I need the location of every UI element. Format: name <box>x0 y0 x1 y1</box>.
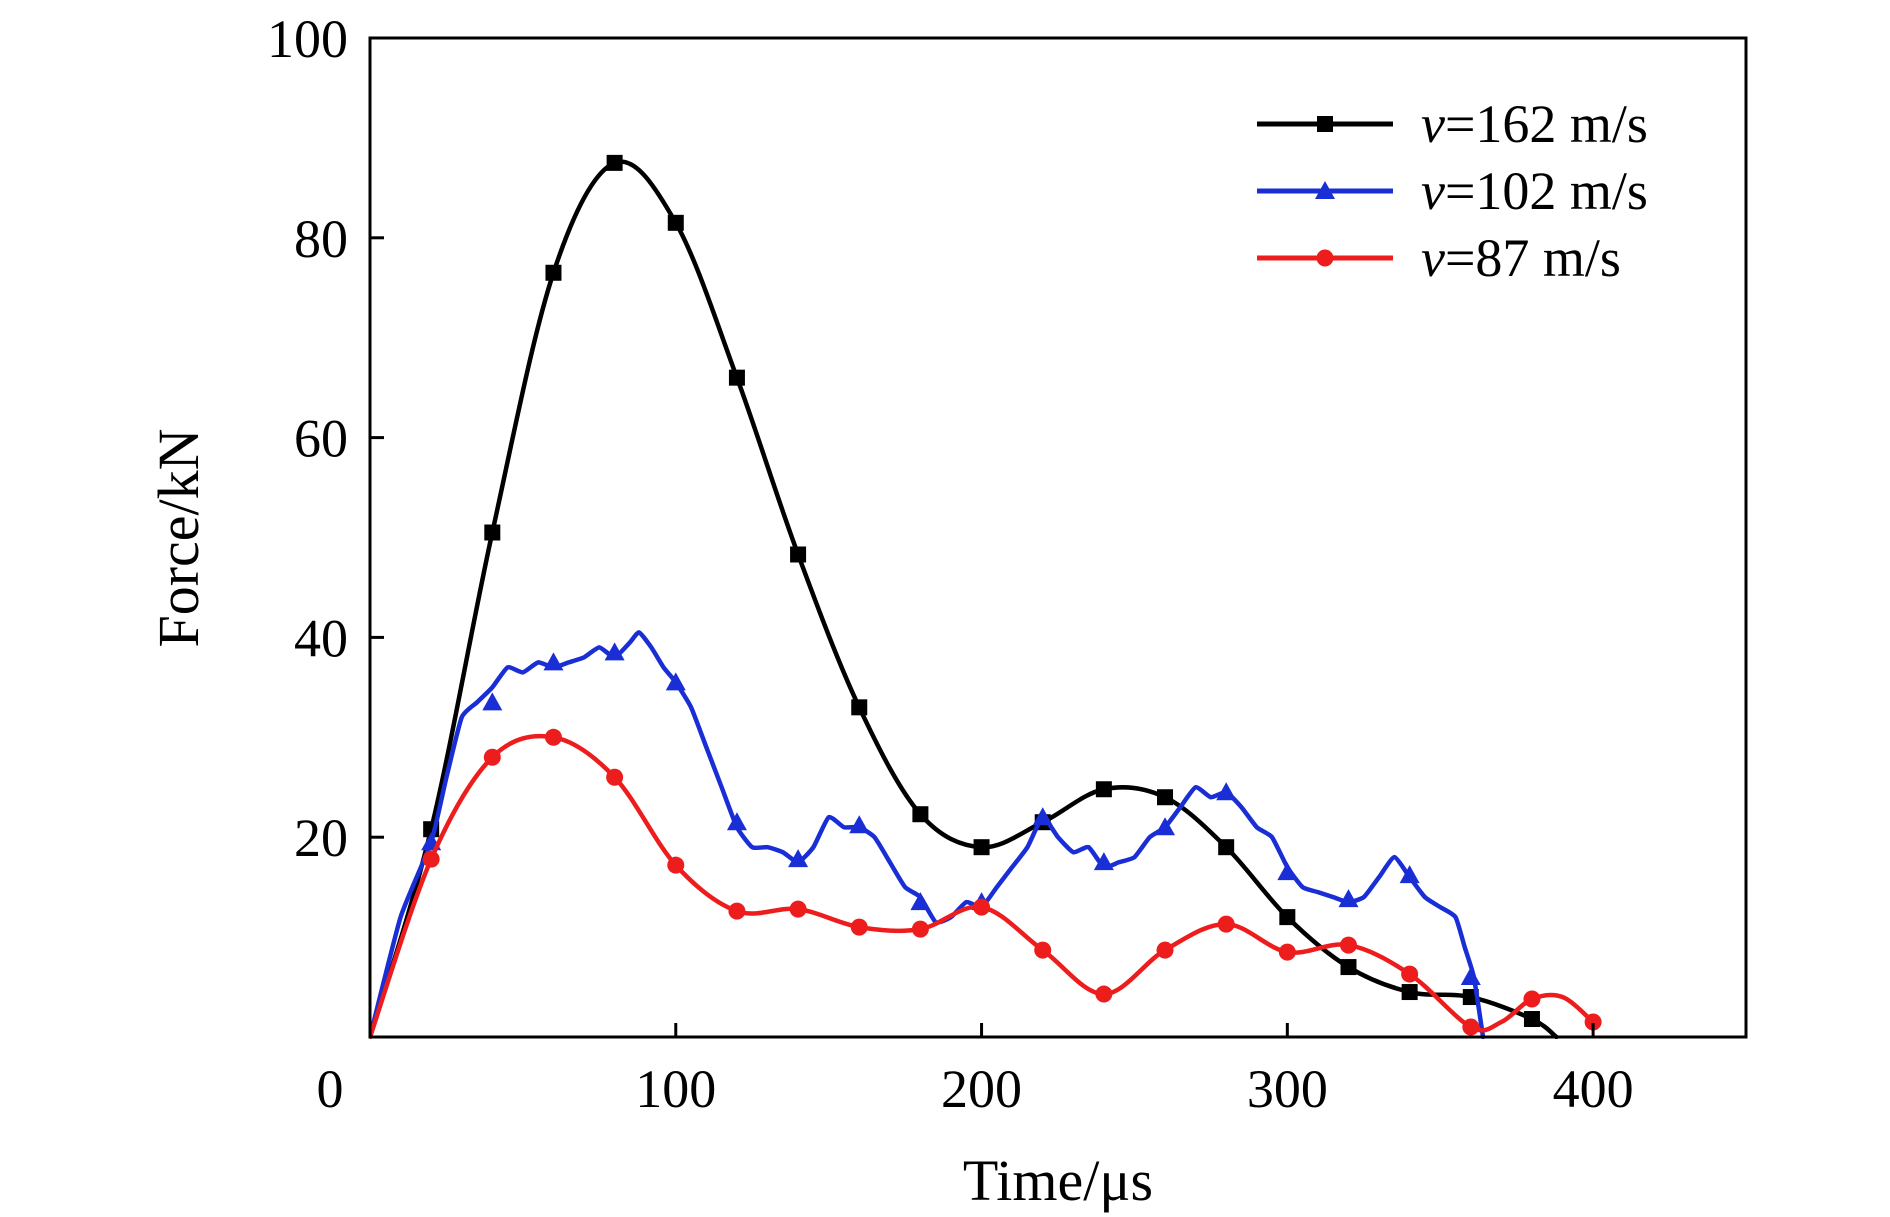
data-point <box>1460 967 1481 986</box>
data-point <box>1217 915 1235 933</box>
data-point <box>667 856 685 874</box>
legend-label-rest: =102 m/s <box>1445 161 1648 221</box>
y-tick-label: 40 <box>294 608 348 668</box>
x-tick-label: 100 <box>635 1059 716 1119</box>
data-point <box>665 672 686 691</box>
x-axis-label: Time/μs <box>963 1148 1153 1213</box>
series-2 <box>370 630 1486 1039</box>
y-axis-label: Force/kN <box>146 428 211 647</box>
legend-label: v=162 m/s <box>1421 94 1648 154</box>
legend-swatch-marker <box>1316 249 1334 267</box>
data-point <box>849 815 870 834</box>
legend-swatch-marker <box>1317 116 1333 132</box>
legend-item: v=162 m/s <box>1257 94 1648 154</box>
data-point <box>483 748 501 766</box>
data-point <box>1401 965 1419 983</box>
legend-label-italic: v <box>1421 161 1445 221</box>
legend-label-rest: =87 m/s <box>1445 228 1621 288</box>
data-point <box>543 652 564 671</box>
data-point <box>1093 852 1114 871</box>
y-tick-label: 20 <box>294 808 348 868</box>
data-point <box>1216 782 1237 801</box>
data-point <box>1095 781 1112 798</box>
data-point <box>606 768 624 786</box>
legend-swatch-marker <box>1315 181 1335 199</box>
legend-label: v=102 m/s <box>1421 161 1648 221</box>
series-layer <box>370 154 1602 1039</box>
data-point <box>1277 862 1298 881</box>
data-point <box>789 900 807 918</box>
data-point <box>851 699 868 716</box>
y-tick-label: 100 <box>267 9 348 69</box>
data-point <box>422 850 440 868</box>
data-point <box>790 546 807 563</box>
data-point <box>1338 889 1359 908</box>
data-point <box>1523 1011 1540 1028</box>
legend: v=162 m/sv=102 m/sv=87 m/s <box>1257 94 1648 288</box>
x-tick-label: 200 <box>941 1059 1022 1119</box>
data-point <box>1401 984 1418 1001</box>
data-point <box>728 902 746 920</box>
data-point <box>1218 839 1235 856</box>
legend-item: v=87 m/s <box>1257 228 1621 288</box>
legend-label-italic: v <box>1421 228 1445 288</box>
y-tick-label: 80 <box>294 209 348 269</box>
data-point <box>1339 936 1357 954</box>
data-point <box>912 806 929 823</box>
legend-label-rest: =162 m/s <box>1445 94 1648 154</box>
data-point <box>604 642 625 661</box>
series-3 <box>370 728 1602 1039</box>
series-line <box>370 630 1486 1039</box>
plot-frame <box>368 36 1748 1039</box>
data-point <box>1095 985 1113 1003</box>
data-point <box>850 918 868 936</box>
data-point <box>482 692 503 711</box>
data-point <box>910 892 931 911</box>
data-point <box>1584 1013 1602 1031</box>
data-point <box>1462 1018 1480 1036</box>
data-point <box>911 920 929 938</box>
y-tick-label: 60 <box>294 409 348 469</box>
data-point <box>1340 959 1357 976</box>
data-point <box>667 214 684 231</box>
data-point <box>1156 941 1174 959</box>
data-point <box>1157 789 1174 806</box>
data-point <box>545 264 562 281</box>
data-point <box>484 524 501 541</box>
data-point <box>606 154 623 171</box>
data-point <box>1278 943 1296 961</box>
x-tick-label: 0 <box>317 1059 344 1119</box>
legend-label: v=87 m/s <box>1421 228 1621 288</box>
x-tick-label: 400 <box>1553 1059 1634 1119</box>
x-axis-ticks: 0 100 200 300 400 <box>317 1023 1634 1119</box>
data-point <box>1399 865 1420 884</box>
y-axis-ticks: 20 40 60 80 100 <box>267 9 384 868</box>
data-point <box>726 812 747 831</box>
data-point <box>1032 807 1053 826</box>
legend-item: v=102 m/s <box>1257 161 1648 221</box>
data-point <box>973 839 990 856</box>
data-point <box>1279 909 1296 926</box>
data-point <box>1034 941 1052 959</box>
data-point <box>1155 817 1176 836</box>
data-point <box>973 898 991 916</box>
data-point <box>728 369 745 386</box>
legend-label-italic: v <box>1421 94 1445 154</box>
x-tick-label: 300 <box>1247 1059 1328 1119</box>
data-point <box>1523 990 1541 1008</box>
data-point <box>788 849 809 868</box>
data-point <box>544 728 562 746</box>
series-1 <box>370 154 1559 1039</box>
